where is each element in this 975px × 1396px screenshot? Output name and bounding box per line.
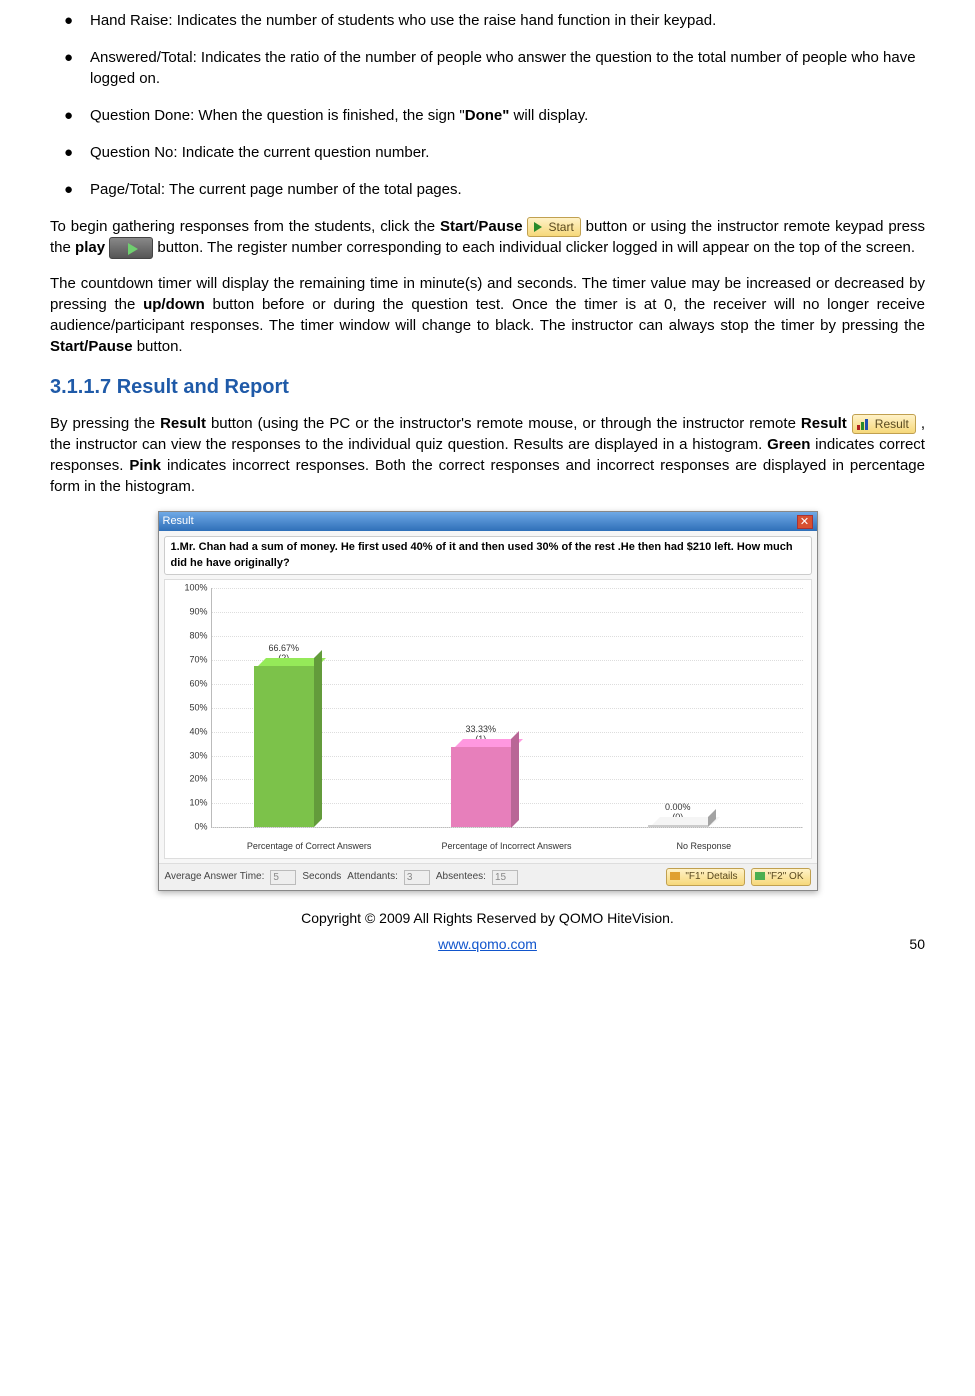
button-label: Start (548, 220, 573, 234)
bullet-label: Hand Raise (90, 12, 168, 29)
bullet-label: Page/Total (90, 181, 161, 198)
y-axis-label: 100% (176, 582, 208, 595)
close-button[interactable]: ✕ (797, 515, 813, 529)
bullet-question-done: Question Done: When the question is fini… (50, 105, 925, 126)
text: To begin gathering responses from the st… (50, 218, 440, 235)
text: button. The register number correspondin… (157, 239, 915, 256)
bullet-label: Question No (90, 144, 173, 161)
bullet-text: When the question is finished, the sign … (198, 107, 464, 124)
bullet-list: Hand Raise: Indicates the number of stud… (50, 10, 925, 200)
window-title: Result (163, 514, 194, 529)
bold: Result (160, 415, 206, 432)
y-axis-label: 20% (176, 773, 208, 786)
x-axis-label: Percentage of Correct Answers (211, 840, 408, 853)
para-timer: The countdown timer will display the rem… (50, 273, 925, 357)
text: indicates incorrect responses. Both the … (50, 457, 925, 495)
attendants-input[interactable] (404, 870, 430, 885)
y-axis-label: 60% (176, 678, 208, 691)
bullet-text: Indicate the current question number. (182, 144, 430, 161)
chart-bar: 0.00%(0) (633, 803, 723, 827)
question-banner: 1.Mr. Chan had a sum of money. He first … (164, 536, 812, 575)
para-result: By pressing the Result button (using the… (50, 413, 925, 497)
bullet-text: will display. (509, 107, 588, 124)
bullet-text: Indicates the number of students who use… (177, 12, 717, 29)
details-button[interactable]: "F1" Details (666, 868, 744, 886)
bold: Start/Pause (50, 338, 133, 355)
y-axis-label: 80% (176, 630, 208, 643)
bullet-label: Answered/Total (90, 49, 193, 66)
absentees-input[interactable] (492, 870, 518, 885)
absentees-label: Absentees: (436, 870, 486, 884)
bold: Pause (478, 218, 522, 235)
bars-icon (857, 418, 868, 430)
bold: play (75, 239, 105, 256)
result-window: Result ✕ 1.Mr. Chan had a sum of money. … (158, 511, 818, 891)
bold: up/down (143, 296, 205, 313)
play-icon[interactable] (109, 237, 153, 259)
bold: Pink (129, 457, 161, 474)
bullet-text: The current page number of the total pag… (169, 181, 462, 198)
result-button[interactable]: Result (852, 414, 916, 434)
x-axis-labels: Percentage of Correct AnswersPercentage … (211, 840, 803, 853)
text: button (using the PC or the instructor's… (206, 415, 801, 432)
footer-bar: Average Answer Time: Seconds Attendants:… (159, 863, 817, 890)
bullet-label: Question Done (90, 107, 190, 124)
button-label: Result (875, 417, 909, 431)
attendants-label: Attendants: (347, 870, 398, 884)
bullet-answered-total: Answered/Total: Indicates the ratio of t… (50, 47, 925, 89)
page-number: 50 (909, 935, 925, 955)
title-bar: Result ✕ (159, 512, 817, 531)
y-axis-label: 70% (176, 654, 208, 667)
bullet-bold: Done" (465, 107, 510, 124)
bold: Result (801, 415, 847, 432)
button-label: "F1" Details (685, 871, 737, 882)
section-heading: 3.1.1.7 Result and Report (50, 373, 925, 401)
chart-grid: 100%90%80%70%60%50%40%30%20%10%0%66.67%(… (211, 588, 803, 828)
seconds-label: Seconds (302, 870, 341, 884)
bullet-hand-raise: Hand Raise: Indicates the number of stud… (50, 10, 925, 31)
y-axis-label: 10% (176, 797, 208, 810)
bold: Start (440, 218, 474, 235)
para-start-pause: To begin gathering responses from the st… (50, 216, 925, 259)
text: By pressing the (50, 415, 160, 432)
avg-time-input[interactable] (270, 870, 296, 885)
y-axis-label: 40% (176, 725, 208, 738)
y-axis-label: 90% (176, 606, 208, 619)
footer-line: www.qomo.com 50 (50, 935, 925, 955)
result-chart: 100% 90% 80% 70% 60% 50% 40% 30% 20% 10% 0% 66.67%(… (164, 579, 812, 859)
avg-time-label: Average Answer Time: (165, 870, 265, 884)
y-axis-label: 30% (176, 749, 208, 762)
bullet-page-total: Page/Total: The current page number of t… (50, 179, 925, 200)
y-axis-label: 0% (176, 821, 208, 834)
play-triangle-icon (534, 222, 542, 232)
chart-bar: 66.67%(2) (239, 644, 329, 827)
ok-button[interactable]: "F2" OK (751, 868, 811, 886)
x-axis-label: Percentage of Incorrect Answers (408, 840, 605, 853)
url-link[interactable]: www.qomo.com (438, 935, 537, 955)
bullet-text: Indicates the ratio of the number of peo… (90, 49, 916, 87)
bold: Green (767, 436, 810, 453)
button-label: "F2" OK (768, 871, 804, 882)
chart-bar: 33.33%(1) (436, 725, 526, 827)
start-button[interactable]: Start (527, 217, 580, 237)
y-axis-label: 50% (176, 701, 208, 714)
bullet-question-no: Question No: Indicate the current questi… (50, 142, 925, 163)
text: button. (133, 338, 183, 355)
x-axis-label: No Response (605, 840, 802, 853)
copyright: Copyright © 2009 All Rights Reserved by … (50, 909, 925, 929)
